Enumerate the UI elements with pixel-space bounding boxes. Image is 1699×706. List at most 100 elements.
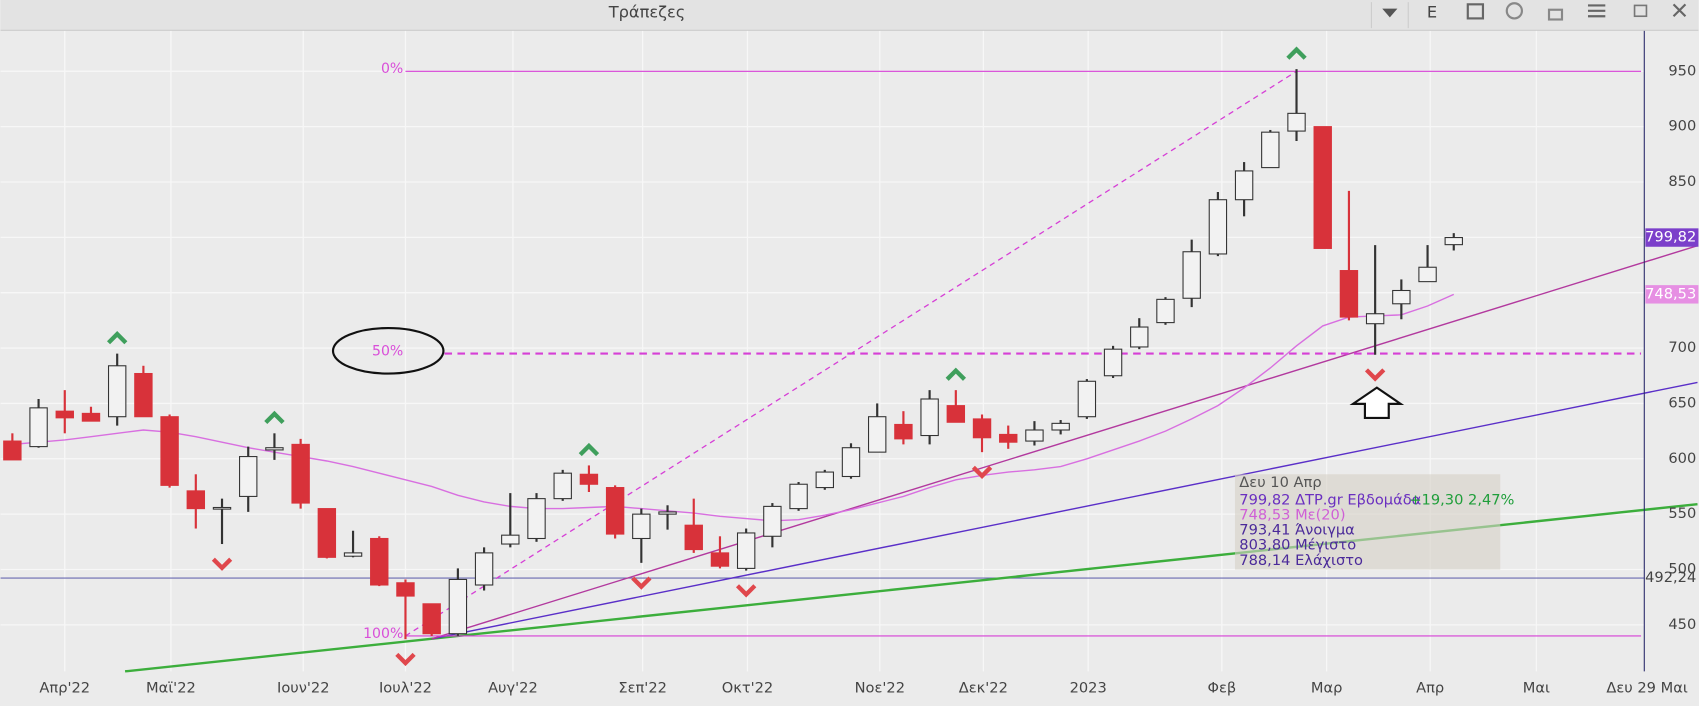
quote-button[interactable]: [1505, 2, 1524, 20]
candle-body: [160, 416, 179, 486]
y-tick-label: 850: [1668, 173, 1696, 190]
fib-label: 50%: [372, 343, 403, 359]
info-box: [1234, 474, 1501, 570]
candle-body: [212, 506, 232, 510]
horizontal-line-label: 492,24: [1645, 569, 1696, 586]
high-signal: [578, 442, 600, 457]
info-open: 793,41 Άνοιγμα: [1239, 522, 1355, 539]
fib-label: 100%: [363, 626, 403, 642]
high-signal: [945, 367, 967, 381]
candle-body: [81, 412, 101, 422]
candle-body: [3, 440, 22, 461]
candle-body: [1077, 380, 1097, 418]
candle-body: [1444, 237, 1463, 246]
candle-body: [1208, 199, 1228, 255]
candle-body: [736, 532, 756, 569]
price-tag-label: 799,82: [1645, 229, 1696, 246]
x-tick-label: Αυγ'22: [488, 680, 538, 697]
candle-body: [815, 471, 834, 489]
cursor-label: Δευ 29 Μαι: [1606, 680, 1687, 697]
lock-button[interactable]: [1547, 8, 1564, 21]
x-tick-label: Σεπ'22: [618, 680, 667, 697]
trend-line: [431, 244, 1698, 640]
candle-body: [107, 365, 127, 418]
candle-body: [867, 416, 887, 453]
candle-body: [239, 456, 258, 497]
restore-button[interactable]: [1633, 4, 1648, 18]
candle-body: [972, 418, 992, 439]
candle-body: [448, 578, 468, 635]
x-tick-label: Μαρ: [1311, 680, 1343, 697]
candle-body: [1130, 326, 1149, 348]
y-tick-label: 550: [1668, 505, 1696, 522]
candle-body: [894, 423, 913, 440]
candle-body: [658, 511, 677, 515]
moving-average: [12, 293, 1455, 522]
low-signal: [735, 584, 757, 598]
info-date: Δευ 10 Απρ: [1239, 474, 1321, 491]
menu-button[interactable]: [1587, 4, 1606, 18]
x-tick-label: Μαι: [1523, 680, 1550, 697]
x-tick-label: Απρ: [1416, 680, 1444, 697]
x-tick-label: Νοε'22: [855, 680, 905, 697]
high-signal: [1286, 46, 1307, 60]
axes: Δευ 29 Μαι 45050055060065070075080085090…: [39, 62, 1699, 697]
low-signal: [1364, 368, 1386, 382]
y-tick-label: 700: [1668, 339, 1696, 356]
trend-line: [431, 381, 1698, 640]
y-tick-label: 450: [1668, 616, 1696, 633]
candle-body: [291, 443, 310, 504]
candle-body: [1234, 170, 1254, 201]
x-tick-label: Απρ'22: [39, 680, 90, 697]
low-signal: [211, 557, 233, 571]
candle-body: [422, 603, 441, 635]
candle-body: [1313, 126, 1332, 249]
x-tick-label: Δεκ'22: [959, 680, 1008, 697]
arrow-annotation: [1349, 386, 1405, 420]
candle-body: [29, 407, 48, 448]
candle-body: [474, 552, 494, 586]
candle-body: [1339, 270, 1359, 318]
y-tick-label: 950: [1668, 62, 1696, 79]
candle-body: [1156, 298, 1175, 324]
candle-body: [527, 498, 546, 540]
candle-body: [1392, 289, 1411, 305]
info-change: +19,30 2,47%: [1409, 491, 1514, 508]
candle-body: [946, 405, 966, 423]
close-button[interactable]: [1672, 3, 1687, 18]
candle-body: [1182, 251, 1201, 299]
candle-body: [579, 473, 599, 485]
candle-body: [265, 447, 284, 451]
plot: 0% 50% 100%: [0, 46, 1698, 673]
candle-body: [370, 537, 389, 586]
title-bar-bg: [0, 0, 1699, 31]
candle-body: [763, 505, 782, 537]
candle-body: [710, 552, 730, 567]
candle-body: [553, 472, 572, 500]
info-low: 788,14 Ελάχιστο: [1239, 552, 1363, 569]
candle-body: [1261, 131, 1280, 169]
low-signal: [395, 652, 416, 667]
candle-body: [1418, 266, 1437, 283]
price-tag-label: 748,53: [1645, 285, 1696, 302]
dropdown-button[interactable]: [1382, 8, 1398, 18]
panel-button[interactable]: [1466, 3, 1485, 20]
toolbar-button[interactable]: E: [1427, 2, 1437, 21]
x-tick-label: Ιουλ'22: [379, 680, 432, 697]
y-tick-label: 500: [1668, 560, 1696, 577]
annotations: Δευ 10 Απρ 799,82 ΔΤΡ.gr Εβδομάδα +19,30…: [331, 327, 1515, 570]
fib-label: 0%: [381, 61, 403, 77]
price-tag: [1645, 285, 1699, 304]
candle-body: [186, 490, 206, 510]
info-high: 803,80 Μέγιστο: [1239, 537, 1356, 554]
x-tick-label: 2023: [1070, 680, 1107, 697]
high-signal: [106, 331, 128, 345]
y-tick-label: 650: [1668, 394, 1696, 411]
y-tick-label: 900: [1668, 118, 1696, 135]
candle-body: [1025, 429, 1044, 442]
candle-body: [1287, 112, 1306, 132]
x-tick-label: Ιουν'22: [277, 680, 329, 697]
candle-body: [55, 410, 74, 419]
